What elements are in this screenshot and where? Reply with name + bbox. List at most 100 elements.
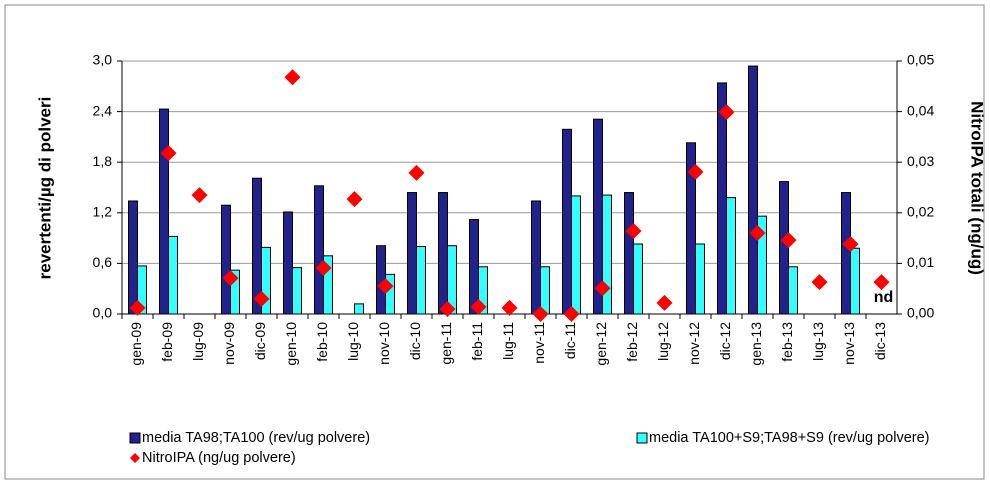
y-tick-label: 0,6 — [93, 254, 113, 270]
y-tick-label: 1,8 — [93, 153, 113, 169]
bar — [726, 197, 736, 315]
x-tick-label: dic-11 — [562, 322, 578, 359]
bar — [128, 200, 138, 315]
bar — [447, 245, 457, 315]
marker — [563, 306, 580, 322]
bar — [748, 65, 758, 315]
marker — [656, 294, 673, 311]
bar — [469, 219, 479, 315]
legend-label: media TA98;TA100 (rev/ug polvere) — [142, 430, 370, 446]
legend-swatch — [636, 432, 648, 444]
bar — [624, 192, 634, 315]
bar — [385, 273, 395, 315]
marker — [687, 163, 704, 180]
x-tick-label: nov-12 — [686, 322, 702, 365]
annotation: nd — [874, 289, 894, 306]
bar — [230, 269, 240, 315]
x-tick-label: gen-09 — [128, 322, 144, 366]
bar — [354, 303, 364, 315]
marker — [253, 290, 270, 307]
y2-axis-title: NitroIPA totali (ng/ug) — [968, 101, 987, 275]
legend-swatch — [129, 432, 141, 444]
y-axis-title: revertenti/µg di polveri — [35, 97, 54, 280]
x-tick-label: feb-10 — [314, 322, 330, 362]
frame — [4, 4, 985, 480]
y2-tick-label: 0,00 — [907, 305, 934, 321]
bar — [252, 177, 262, 315]
bar — [323, 255, 333, 315]
bar — [531, 200, 541, 315]
y2-tick-label: 0,03 — [907, 153, 934, 169]
marker — [191, 187, 208, 204]
y2-tick-label: 0,02 — [907, 204, 934, 220]
x-tick-label: dic-10 — [407, 322, 423, 360]
bar — [633, 243, 643, 315]
marker — [718, 104, 735, 121]
marker — [377, 278, 394, 295]
bar — [540, 266, 550, 315]
bar — [779, 181, 789, 315]
y-tick-label: 1,2 — [93, 204, 113, 220]
bar — [407, 192, 417, 315]
y2-tick-label: 0,05 — [907, 52, 934, 68]
bar — [478, 266, 488, 315]
marker — [129, 299, 146, 316]
x-tick-label: nov-11 — [531, 322, 547, 364]
x-tick-label: lug-09 — [190, 322, 206, 361]
x-tick-label: nov-09 — [221, 322, 237, 365]
x-tick-label: gen-13 — [748, 322, 764, 366]
x-tick-label: nov-10 — [376, 322, 392, 365]
marker — [532, 306, 549, 322]
marker — [873, 274, 890, 291]
x-tick-label: nov-13 — [841, 322, 857, 365]
marker — [284, 69, 301, 86]
marker — [346, 191, 363, 208]
bar — [159, 108, 169, 315]
x-tick-label: dic-12 — [717, 322, 733, 360]
x-tick-label: lug-13 — [810, 322, 826, 361]
y2-tick-label: 0,01 — [907, 254, 934, 270]
bar — [562, 128, 572, 315]
marker — [315, 259, 332, 276]
x-tick-label: feb-13 — [779, 322, 795, 362]
x-tick-label: dic-13 — [872, 322, 888, 360]
bar — [757, 215, 767, 315]
bar — [686, 142, 696, 315]
x-tick-label: lug-10 — [345, 322, 361, 361]
bar — [841, 192, 851, 315]
bar — [571, 195, 581, 315]
x-tick-label: gen-11 — [438, 322, 454, 365]
x-tick-label: gen-10 — [283, 322, 299, 366]
bar — [283, 211, 293, 315]
x-tick-label: lug-12 — [655, 322, 671, 361]
bar — [221, 204, 231, 315]
marker — [160, 145, 177, 162]
marker — [780, 232, 797, 249]
x-tick-label: dic-09 — [252, 322, 268, 360]
legend-label: NitroIPA (ng/ug polvere) — [142, 450, 296, 466]
bar — [314, 185, 324, 315]
marker — [811, 274, 828, 291]
bar — [850, 247, 860, 315]
bar — [168, 235, 178, 315]
bar — [292, 267, 302, 315]
x-tick-label: feb-09 — [159, 322, 175, 362]
marker — [594, 280, 611, 297]
marker — [470, 298, 487, 315]
bar — [602, 194, 612, 315]
x-tick-label: lug-11 — [500, 322, 516, 360]
y-tick-label: 2,4 — [93, 102, 113, 118]
y-tick-label: 3,0 — [93, 52, 113, 68]
bar — [416, 246, 426, 315]
marker — [501, 299, 518, 316]
marker — [439, 300, 456, 317]
x-tick-label: feb-12 — [624, 322, 640, 362]
bar — [261, 246, 271, 315]
marker — [408, 164, 425, 181]
legend-swatch — [130, 453, 140, 463]
bar — [438, 192, 448, 315]
bar — [137, 265, 147, 315]
x-tick-label: feb-11 — [469, 322, 485, 361]
marker — [625, 223, 642, 240]
